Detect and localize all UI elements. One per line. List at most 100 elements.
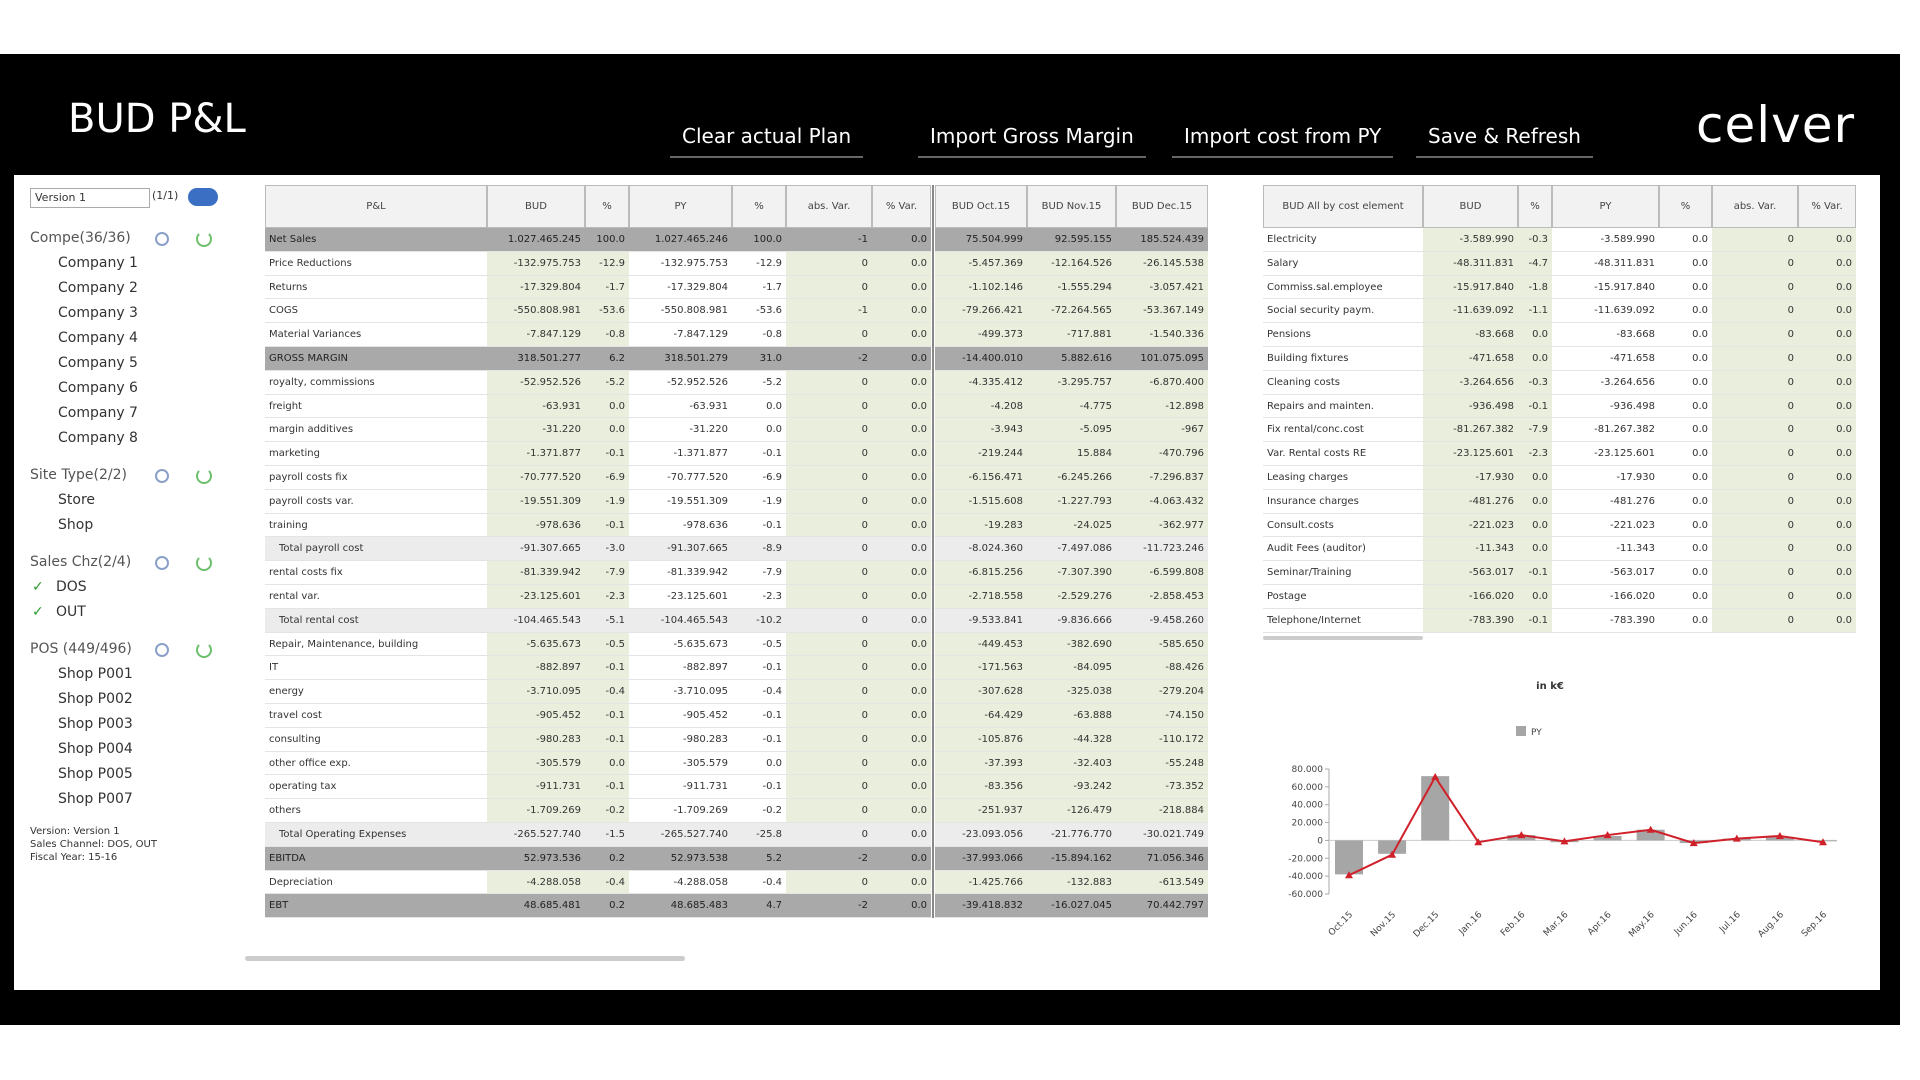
filter-item[interactable]: Shop (58, 517, 94, 533)
table-cell: 0.0 (872, 894, 931, 919)
filter-item[interactable]: Shop P004 (58, 741, 133, 757)
filter-item[interactable]: Shop P005 (58, 766, 133, 782)
table-cell: 0.0 (1518, 585, 1552, 609)
version-select[interactable]: Version 1 (30, 188, 150, 208)
table-cell: -911.731 (487, 775, 585, 800)
x-tick-label: Dec.15 (1412, 910, 1442, 940)
table-cell: payroll costs var. (265, 489, 487, 514)
table-cell: others (265, 799, 487, 823)
column-header: % (1659, 185, 1712, 228)
table-cell: 0.0 (1659, 228, 1712, 252)
filter-item[interactable]: Company 2 (58, 280, 138, 296)
filter-title[interactable]: Sales Chz(2/4) (30, 554, 132, 570)
table-cell: Fix rental/conc.cost (1263, 418, 1423, 443)
table-cell: -265.527.740 (487, 823, 585, 847)
table-cell: -3.057.421 (1116, 275, 1208, 300)
filter-item[interactable]: OUT (56, 604, 86, 620)
table-cell: -783.390 (1552, 608, 1659, 633)
table-cell: -978.636 (487, 513, 585, 538)
header-button[interactable]: Save & Refresh (1416, 124, 1593, 158)
filter-item[interactable]: Shop P001 (58, 666, 133, 682)
table-cell: -0.5 (585, 632, 629, 657)
filter-item[interactable]: DOS (56, 579, 87, 595)
table-cell: -23.125.601 (629, 585, 732, 609)
filter-item[interactable]: Shop P003 (58, 716, 133, 732)
filter-title[interactable]: POS (449/496) (30, 641, 132, 657)
table-cell: -91.307.665 (629, 537, 732, 562)
table-cell: 0.0 (1659, 585, 1712, 609)
table-cell: 0 (786, 561, 872, 585)
table-cell: -0.1 (732, 704, 786, 728)
header-button[interactable]: Clear actual Plan (670, 124, 864, 158)
bar (1421, 776, 1450, 841)
table-cell: -24.025 (1027, 513, 1116, 538)
filter-item[interactable]: Shop P007 (58, 791, 133, 807)
filter-title[interactable]: Compe(36/36) (30, 230, 131, 246)
table-cell: -0.2 (585, 799, 629, 823)
filter-item[interactable]: Company 1 (58, 255, 138, 271)
table-cell: 0.0 (1798, 228, 1856, 252)
table-cell: -1 (786, 299, 872, 324)
table-cell: -31.220 (629, 418, 732, 443)
check-mark: ✓ (32, 604, 44, 620)
table-cell: -104.465.543 (487, 608, 585, 633)
table-cell: -81.267.382 (1552, 418, 1659, 443)
table-cell: -6.9 (585, 466, 629, 490)
table-cell: -30.021.749 (1116, 823, 1208, 847)
table-cell: -481.276 (1423, 489, 1518, 514)
table-cell: 0.0 (1798, 323, 1856, 347)
table-cell: 0.0 (1659, 299, 1712, 324)
column-divider (932, 185, 934, 919)
table-cell: -70.777.520 (629, 466, 732, 490)
table-cell: -980.283 (629, 727, 732, 752)
filter-item[interactable]: Company 7 (58, 405, 138, 421)
table-cell: -10.2 (732, 608, 786, 633)
filter-item[interactable]: Company 8 (58, 430, 138, 446)
table-cell: -7.497.086 (1027, 537, 1116, 562)
table-cell: -23.125.601 (487, 585, 585, 609)
x-tick-label: Nov.15 (1369, 910, 1398, 939)
table-cell: -1.709.269 (487, 799, 585, 823)
table-cell: -0.3 (1518, 370, 1552, 395)
table-cell: -132.975.753 (487, 251, 585, 276)
header-button[interactable]: Import Gross Margin (918, 124, 1146, 158)
filter-item[interactable]: Company 5 (58, 355, 138, 371)
table-cell: -4.288.058 (487, 870, 585, 895)
table-cell: -63.931 (629, 394, 732, 419)
table-cell: -471.658 (1423, 347, 1518, 371)
table-cell: -21.776.770 (1027, 823, 1116, 847)
table-cell: 0.0 (1518, 347, 1552, 371)
table-cell: 0 (1712, 323, 1798, 347)
filter-item[interactable]: Store (58, 492, 96, 508)
table-cell: -0.4 (585, 870, 629, 895)
table-cell: -1.540.336 (1116, 323, 1208, 347)
filter-item[interactable]: Company 6 (58, 380, 138, 396)
filter-item[interactable]: Company 3 (58, 305, 138, 321)
table-cell: -4.063.432 (1116, 489, 1208, 514)
table-cell: 31.0 (732, 347, 786, 371)
table-cell: -3.589.990 (1423, 228, 1518, 252)
table-cell: 0.0 (872, 632, 931, 657)
table-cell: -110.172 (1116, 727, 1208, 752)
header-button[interactable]: Import cost from PY (1172, 124, 1394, 158)
filter-item[interactable]: Shop P002 (58, 691, 133, 707)
table-cell: -382.690 (1027, 632, 1116, 657)
table-cell: 70.442.797 (1116, 894, 1208, 919)
table-cell: 0.0 (1659, 442, 1712, 466)
table-cell: 0.0 (1659, 489, 1712, 514)
table-cell: -12.9 (585, 251, 629, 276)
table-cell: -980.283 (487, 727, 585, 752)
table-cell: Returns (265, 275, 487, 300)
table-cell: 0.0 (872, 585, 931, 609)
table-cell: 52.973.538 (629, 846, 732, 871)
table-cell: -470.796 (1116, 442, 1208, 466)
filter-title[interactable]: Site Type(2/2) (30, 467, 127, 483)
table-cell: 0.0 (872, 418, 931, 443)
table-cell: -218.884 (1116, 799, 1208, 823)
filter-item[interactable]: Company 4 (58, 330, 138, 346)
table-cell: 0.0 (1518, 323, 1552, 347)
table-cell: -3.295.757 (1027, 370, 1116, 395)
table-cell: -1.425.766 (935, 870, 1027, 895)
table-cell: 0.2 (585, 894, 629, 919)
table-cell: 1.027.465.246 (629, 228, 732, 252)
